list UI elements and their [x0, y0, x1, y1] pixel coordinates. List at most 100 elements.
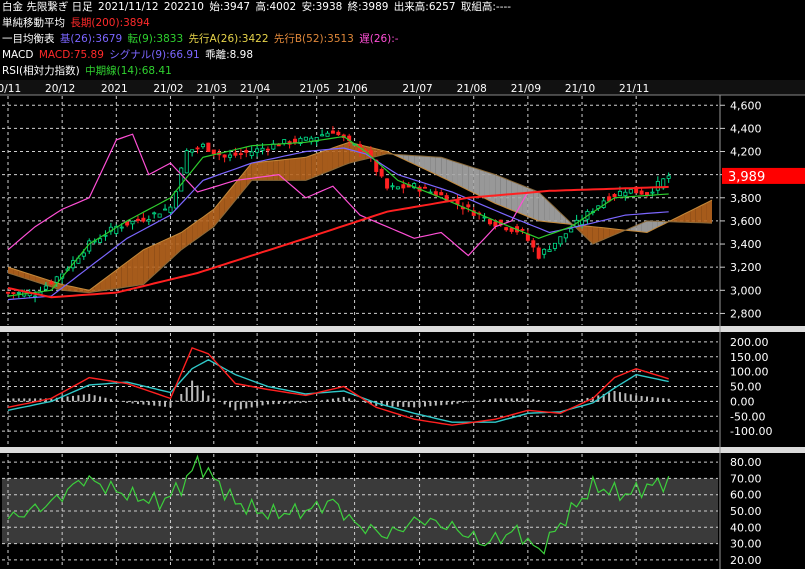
candle-body	[493, 221, 498, 227]
candle-body	[130, 220, 135, 225]
candle-body	[525, 233, 530, 241]
candle-body	[314, 137, 319, 142]
ichimoku-cloud	[657, 221, 664, 228]
candle-body	[125, 221, 130, 226]
low: 安:3938	[301, 1, 343, 13]
candle-body	[379, 168, 384, 177]
macd-tick-label: -100.00	[730, 425, 772, 438]
rsi-label: RSI(相対力指数)	[2, 65, 80, 77]
ichimoku-cloud	[289, 158, 296, 181]
ichimoku-cloud	[479, 169, 485, 199]
x-tick-label: 21/06	[337, 83, 368, 95]
ichimoku-cloud	[489, 172, 496, 204]
candle-body	[6, 291, 11, 294]
tenkan-value: 転(9):3833	[127, 33, 184, 45]
candle-body	[617, 190, 622, 197]
candle-body	[206, 142, 211, 152]
ichimoku-cloud	[219, 196, 225, 221]
ichimoku-cloud	[251, 162, 258, 181]
candle-body	[487, 219, 492, 225]
open: 始:3947	[209, 1, 251, 13]
ichimoku-cloud	[695, 205, 702, 223]
candle-body	[146, 219, 151, 222]
ichimoku-cloud	[576, 224, 583, 234]
ichimoku-cloud	[110, 270, 117, 290]
candle-body	[81, 252, 86, 257]
panel-separator-2	[0, 447, 805, 453]
ichimoku-cloud	[305, 155, 312, 181]
ichimoku-cloud	[121, 261, 128, 288]
ichimoku-cloud	[197, 217, 203, 239]
rsi-tick-label: 50.00	[730, 505, 762, 518]
ichimoku-cloud	[154, 242, 160, 275]
x-tick-label: 21/07	[402, 83, 432, 95]
ichimoku-cloud	[295, 157, 301, 181]
rsi-tick-label: 60.00	[730, 489, 762, 502]
ichimoku-cloud	[468, 165, 474, 193]
ichimoku-cloud	[403, 154, 409, 162]
macd-line	[7, 347, 669, 426]
x-tick-label: 21/08	[457, 83, 487, 95]
candle-body	[249, 151, 254, 157]
ichimoku-cloud	[452, 160, 458, 185]
candle-body	[168, 206, 173, 213]
divergence-value: 乖離:8.98	[205, 49, 253, 61]
ichimoku-cloud	[83, 289, 90, 293]
x-tick-label: 21/04	[240, 83, 271, 95]
senkou-a-line	[7, 141, 713, 291]
candle-body	[645, 192, 650, 196]
ichimoku-cloud	[246, 163, 252, 188]
ichimoku-cloud	[35, 275, 41, 284]
ichimoku-cloud	[457, 162, 463, 188]
ichimoku-cloud	[127, 257, 133, 287]
ichimoku-cloud	[592, 226, 599, 245]
header-line-1: 白金 先限繋ぎ 日足 2021/11/12 202210 始:3947 高:40…	[2, 1, 513, 14]
candle-body	[330, 130, 335, 134]
ichimoku-cloud	[527, 187, 534, 219]
close: 終:3989	[347, 1, 389, 13]
kijun-value: 基(26):3679	[59, 33, 123, 45]
ichimoku-cloud	[376, 148, 382, 157]
candle-body	[504, 227, 509, 231]
rsi-tick-label: 40.00	[730, 521, 762, 534]
ichimoku-cloud	[262, 161, 268, 181]
candle-body	[422, 186, 427, 189]
ichimoku-cloud	[132, 253, 138, 287]
last-price-label: 3,989	[728, 170, 765, 185]
candle-body	[385, 178, 390, 189]
x-tick-label: 21/03	[197, 83, 227, 95]
ichimoku-cloud	[137, 249, 144, 286]
ichimoku-cloud	[349, 142, 355, 164]
candle-body	[238, 153, 243, 155]
ichimoku-cloud	[29, 274, 36, 282]
last-price-box	[722, 167, 805, 184]
ichimoku-cloud	[322, 149, 328, 174]
ichimoku-cloud	[18, 270, 25, 279]
x-tick-label: 21/11	[619, 83, 649, 95]
candle-body	[255, 148, 260, 153]
candle-body	[325, 132, 330, 137]
candle-body	[569, 228, 574, 233]
ma-value: 長期(200):3894	[70, 17, 150, 29]
candle-body	[628, 189, 633, 194]
ichimoku-cloud	[224, 189, 231, 214]
ichimoku-cloud	[208, 209, 214, 231]
ichimoku-cloud	[549, 202, 555, 223]
candle-body	[276, 144, 281, 147]
ichimoku-cloud	[186, 224, 193, 246]
candle-body	[260, 147, 265, 151]
ichimoku-cloud	[435, 156, 442, 177]
ichimoku-cloud	[181, 228, 187, 250]
candle-body	[531, 240, 536, 248]
ichimoku-cloud	[327, 147, 333, 172]
candle-body	[509, 227, 514, 232]
ichimoku-cloud	[684, 210, 691, 223]
chikou-line	[7, 133, 529, 257]
ichimoku-cloud	[45, 279, 52, 287]
ichimoku-cloud	[424, 156, 431, 172]
macd-label: MACD	[2, 49, 34, 61]
contract-code: 202210	[163, 1, 204, 13]
senkou-a-value: 先行A(26):3422	[188, 33, 269, 45]
price-tick-label: 3,400	[730, 238, 762, 251]
candle-body	[119, 226, 124, 229]
